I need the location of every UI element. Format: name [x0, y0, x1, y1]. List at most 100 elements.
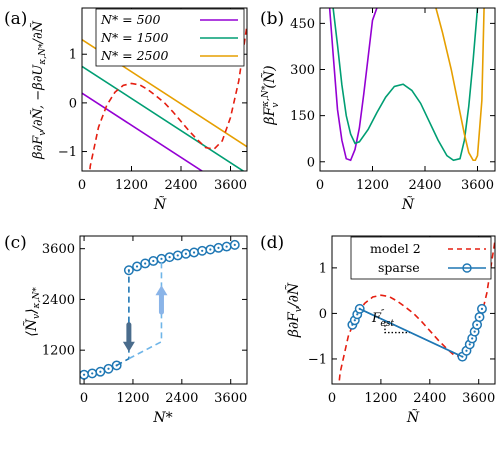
series-c-2-line [116, 270, 130, 367]
ytick-label-b-2: 300 [290, 63, 315, 78]
xtick-label-c-0: 0 [80, 391, 88, 406]
plot-c-marks [80, 239, 240, 380]
xtick-label-b-1: 1200 [356, 178, 389, 193]
xlabel-b: Ñ [401, 195, 415, 213]
xtick-label-b-2: 2400 [408, 178, 441, 193]
ytick-label-b-3: 450 [290, 17, 315, 32]
xtick-label-c-3: 3600 [214, 391, 247, 406]
ytick-label-d-0: −1 [308, 352, 327, 367]
series-c-0-point-dot [107, 367, 110, 370]
series-c-1-point-dot [209, 248, 212, 251]
series-c-1-point-dot [233, 243, 236, 246]
xtick-label-d-0: 0 [328, 391, 336, 406]
series-d-1-point-dot [473, 330, 476, 333]
plot-d-frame [331, 235, 496, 385]
series-d-1-point-dot [353, 319, 356, 322]
xtick-label-b-3: 3600 [461, 178, 494, 193]
series-b-2-line [435, 8, 485, 162]
legend-d-label-1: sparse [378, 260, 420, 275]
legend-a-label-2: N* = 2500 [100, 48, 168, 63]
series-c-1-point-dot [144, 262, 147, 265]
panel-b: 0 1200 2400 3600 0 150 300 450 Ñ βFκ,N*v(Ñ) [260, 7, 496, 213]
legend-a: N* = 500 N* = 1500 N* = 2500 [95, 8, 245, 67]
ticks-c: 0 1200 2400 3600 1200 2400 3600 [42, 236, 247, 406]
ticks-b: 0 1200 2400 3600 0 150 300 450 [290, 8, 495, 193]
series-d-2-line [359, 308, 463, 358]
ytick-label-a-1: 0 [69, 96, 77, 111]
ylabel-d: β∂Fv/∂Ñ [284, 282, 304, 338]
series-c-1-point-dot [192, 251, 196, 254]
ytick-label-b-0: 0 [307, 155, 315, 170]
ytick-label-d-1: 0 [319, 307, 327, 322]
series-a-3-line [88, 24, 247, 171]
annot-d: F″ est [371, 309, 394, 329]
ylabel-c: ⟨Ñv⟩κ,N* [22, 287, 42, 337]
ytick-label-c-0: 1200 [42, 344, 75, 359]
series-d-1-point-dot [475, 323, 479, 326]
series-c-1-point-dot [225, 245, 228, 248]
ytick-label-a-2: 1 [69, 48, 77, 63]
plot-b-frame [319, 7, 496, 172]
series-a-1-line [82, 65, 245, 171]
series-c-0-point-dot [99, 370, 102, 373]
legend-a-label-0: N* = 500 [100, 12, 161, 27]
panel-c: 0 1200 2400 3600 1200 2400 3600 N* ⟨Ñv⟩κ,N* [22, 235, 248, 426]
series-b-0-line [328, 8, 378, 162]
panel-a: 0 1200 2400 3600 −1 0 1 N* = 500 N* = 1500 N* … [30, 7, 248, 213]
series-c-1-point-dot [217, 246, 220, 249]
series-c-1-point-dot [135, 265, 139, 268]
ytick-label-c-2: 3600 [42, 242, 75, 257]
ytick-label-b-1: 150 [290, 109, 315, 124]
xlabel-c: N* [152, 410, 172, 426]
ylabel-b: βFκ,N*v(Ñ) [260, 65, 281, 125]
series-c-0-point-dot [91, 372, 94, 375]
ticks-d: 0 1200 2400 3600 −1 0 1 [308, 236, 495, 406]
series-d-1-point-dot [465, 349, 468, 352]
series-d-1-point-dot [478, 315, 481, 319]
annotation-arrow-up-head [155, 285, 168, 296]
series-a-0-line [82, 92, 204, 171]
xtick-label-d-2: 2400 [413, 391, 446, 406]
xlabel-d: Ñ [406, 408, 420, 426]
xtick-label-d-1: 1200 [364, 391, 397, 406]
series-b-1-line [332, 8, 479, 162]
xtick-label-b-0: 0 [316, 178, 324, 193]
panel-tag-a: (a) [4, 9, 27, 29]
series-c-1-point-dot [168, 256, 171, 259]
panel-tag-b: (b) [260, 9, 284, 29]
panel-d: 0 1200 2400 3600 −1 0 1 model 2 sparse Ñ β∂Fv/… [284, 235, 496, 426]
plot-c-frame [79, 235, 248, 385]
series-d-1-point-dot [471, 337, 474, 340]
series-c-1-point-dot [176, 254, 179, 257]
legend-d: model 2 sparse [350, 236, 492, 280]
xlabel-a: Ñ [153, 195, 167, 213]
xtick-label-a-1: 1200 [115, 178, 148, 193]
ytick-label-c-1: 2400 [42, 293, 75, 308]
series-c-1-point-dot [160, 257, 163, 260]
annotation-slope-triangle [384, 321, 410, 334]
plot-a-frame [81, 7, 248, 172]
xtick-label-c-1: 1200 [116, 391, 149, 406]
plot-b-marks [328, 8, 485, 162]
xtick-label-a-2: 2400 [164, 178, 197, 193]
series-c-1-point-dot [184, 252, 188, 255]
ylabel-a: β∂Fv/∂Ñ, −β∂Uκ,N*/∂Ñ [30, 20, 48, 160]
xtick-label-a-3: 3600 [214, 178, 247, 193]
xtick-label-a-0: 0 [78, 178, 86, 193]
series-d-1-point-dot [480, 307, 484, 310]
xtick-label-c-2: 2400 [165, 391, 198, 406]
legend-a-label-1: N* = 1500 [100, 30, 168, 45]
series-c-3-line [128, 258, 163, 360]
legend-d-label-0: model 2 [370, 241, 421, 256]
ytick-label-d-2: 1 [319, 261, 327, 276]
series-c-1-point-dot [152, 259, 155, 263]
legend-d-marker-1 [462, 263, 472, 273]
annotation-arrow-down-head [122, 341, 135, 352]
panel-tag-c: (c) [4, 233, 27, 253]
series-d-1-point-dot [468, 343, 471, 346]
plot-d-marks [338, 240, 495, 384]
series-c-1-point-dot [201, 249, 204, 252]
ytick-label-a-0: −1 [58, 145, 77, 160]
panel-tag-d: (d) [260, 233, 284, 253]
